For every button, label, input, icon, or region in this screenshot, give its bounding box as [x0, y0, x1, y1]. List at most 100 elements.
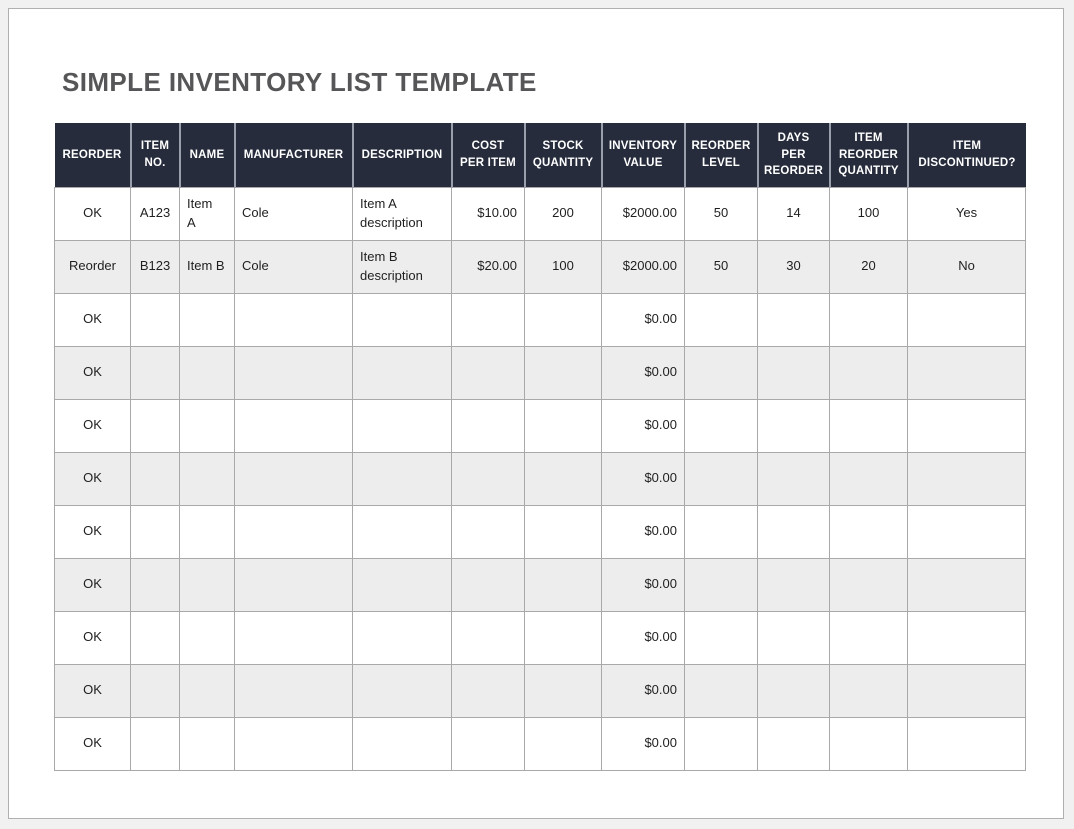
- cell-name[interactable]: [179, 345, 235, 400]
- cell-reorder-level[interactable]: [684, 292, 758, 347]
- cell-reorder-status[interactable]: OK: [54, 398, 131, 453]
- cell-name[interactable]: Item A: [179, 186, 235, 241]
- cell-cost-per-item[interactable]: [451, 663, 525, 718]
- cell-item-reorder-quantity[interactable]: [829, 451, 908, 506]
- cell-cost-per-item[interactable]: [451, 557, 525, 612]
- cell-item-discontinued[interactable]: [907, 345, 1026, 400]
- cell-cost-per-item[interactable]: $10.00: [451, 186, 525, 241]
- cell-name[interactable]: [179, 398, 235, 453]
- cell-item-no[interactable]: [130, 504, 180, 559]
- cell-reorder-level[interactable]: [684, 663, 758, 718]
- cell-manufacturer[interactable]: Cole: [234, 239, 353, 294]
- cell-item-no[interactable]: [130, 557, 180, 612]
- cell-description[interactable]: Item B description: [352, 239, 452, 294]
- cell-item-no[interactable]: [130, 398, 180, 453]
- cell-item-reorder-quantity[interactable]: 20: [829, 239, 908, 294]
- cell-name[interactable]: [179, 557, 235, 612]
- cell-days-per-reorder[interactable]: [757, 451, 830, 506]
- cell-inventory-value[interactable]: $0.00: [601, 451, 685, 506]
- cell-name[interactable]: [179, 663, 235, 718]
- cell-days-per-reorder[interactable]: [757, 610, 830, 665]
- cell-description[interactable]: [352, 557, 452, 612]
- cell-stock-quantity[interactable]: [524, 345, 602, 400]
- cell-reorder-level[interactable]: [684, 557, 758, 612]
- cell-inventory-value[interactable]: $0.00: [601, 716, 685, 771]
- cell-cost-per-item[interactable]: [451, 610, 525, 665]
- cell-item-discontinued[interactable]: [907, 610, 1026, 665]
- cell-item-no[interactable]: B123: [130, 239, 180, 294]
- cell-item-no[interactable]: [130, 292, 180, 347]
- cell-item-reorder-quantity[interactable]: [829, 610, 908, 665]
- cell-reorder-level[interactable]: [684, 451, 758, 506]
- cell-days-per-reorder[interactable]: [757, 663, 830, 718]
- cell-manufacturer[interactable]: Cole: [234, 186, 353, 241]
- cell-item-discontinued[interactable]: [907, 398, 1026, 453]
- cell-days-per-reorder[interactable]: [757, 345, 830, 400]
- cell-stock-quantity[interactable]: [524, 398, 602, 453]
- cell-item-discontinued[interactable]: [907, 451, 1026, 506]
- cell-stock-quantity[interactable]: [524, 663, 602, 718]
- cell-name[interactable]: [179, 716, 235, 771]
- cell-manufacturer[interactable]: [234, 557, 353, 612]
- cell-item-discontinued[interactable]: [907, 504, 1026, 559]
- cell-reorder-status[interactable]: OK: [54, 451, 131, 506]
- cell-stock-quantity[interactable]: 100: [524, 239, 602, 294]
- cell-cost-per-item[interactable]: $20.00: [451, 239, 525, 294]
- cell-description[interactable]: [352, 292, 452, 347]
- cell-stock-quantity[interactable]: [524, 557, 602, 612]
- cell-manufacturer[interactable]: [234, 345, 353, 400]
- cell-stock-quantity[interactable]: [524, 504, 602, 559]
- cell-item-no[interactable]: [130, 451, 180, 506]
- cell-manufacturer[interactable]: [234, 504, 353, 559]
- cell-description[interactable]: Item A description: [352, 186, 452, 241]
- cell-description[interactable]: [352, 663, 452, 718]
- cell-description[interactable]: [352, 716, 452, 771]
- cell-days-per-reorder[interactable]: 14: [757, 186, 830, 241]
- cell-reorder-status[interactable]: OK: [54, 610, 131, 665]
- cell-item-discontinued[interactable]: [907, 292, 1026, 347]
- cell-item-discontinued[interactable]: No: [907, 239, 1026, 294]
- cell-days-per-reorder[interactable]: [757, 504, 830, 559]
- cell-name[interactable]: [179, 292, 235, 347]
- cell-days-per-reorder[interactable]: 30: [757, 239, 830, 294]
- cell-inventory-value[interactable]: $0.00: [601, 663, 685, 718]
- cell-reorder-level[interactable]: [684, 398, 758, 453]
- cell-item-no[interactable]: [130, 345, 180, 400]
- cell-item-discontinued[interactable]: Yes: [907, 186, 1026, 241]
- cell-inventory-value[interactable]: $2000.00: [601, 239, 685, 294]
- cell-description[interactable]: [352, 504, 452, 559]
- cell-item-discontinued[interactable]: [907, 663, 1026, 718]
- cell-reorder-level[interactable]: 50: [684, 186, 758, 241]
- cell-reorder-level[interactable]: [684, 610, 758, 665]
- cell-manufacturer[interactable]: [234, 292, 353, 347]
- cell-reorder-level[interactable]: 50: [684, 239, 758, 294]
- cell-name[interactable]: Item B: [179, 239, 235, 294]
- cell-reorder-status[interactable]: Reorder: [54, 239, 131, 294]
- cell-manufacturer[interactable]: [234, 451, 353, 506]
- cell-description[interactable]: [352, 451, 452, 506]
- cell-item-reorder-quantity[interactable]: [829, 398, 908, 453]
- cell-stock-quantity[interactable]: 200: [524, 186, 602, 241]
- cell-manufacturer[interactable]: [234, 716, 353, 771]
- cell-item-reorder-quantity[interactable]: [829, 663, 908, 718]
- cell-reorder-status[interactable]: OK: [54, 663, 131, 718]
- cell-reorder-level[interactable]: [684, 345, 758, 400]
- cell-name[interactable]: [179, 504, 235, 559]
- cell-inventory-value[interactable]: $0.00: [601, 557, 685, 612]
- cell-days-per-reorder[interactable]: [757, 557, 830, 612]
- cell-cost-per-item[interactable]: [451, 451, 525, 506]
- cell-days-per-reorder[interactable]: [757, 716, 830, 771]
- cell-description[interactable]: [352, 398, 452, 453]
- cell-item-no[interactable]: [130, 716, 180, 771]
- cell-item-reorder-quantity[interactable]: [829, 345, 908, 400]
- cell-reorder-level[interactable]: [684, 504, 758, 559]
- cell-days-per-reorder[interactable]: [757, 398, 830, 453]
- cell-reorder-level[interactable]: [684, 716, 758, 771]
- cell-inventory-value[interactable]: $2000.00: [601, 186, 685, 241]
- cell-stock-quantity[interactable]: [524, 716, 602, 771]
- cell-item-discontinued[interactable]: [907, 557, 1026, 612]
- cell-item-reorder-quantity[interactable]: 100: [829, 186, 908, 241]
- cell-item-reorder-quantity[interactable]: [829, 557, 908, 612]
- cell-days-per-reorder[interactable]: [757, 292, 830, 347]
- cell-reorder-status[interactable]: OK: [54, 186, 131, 241]
